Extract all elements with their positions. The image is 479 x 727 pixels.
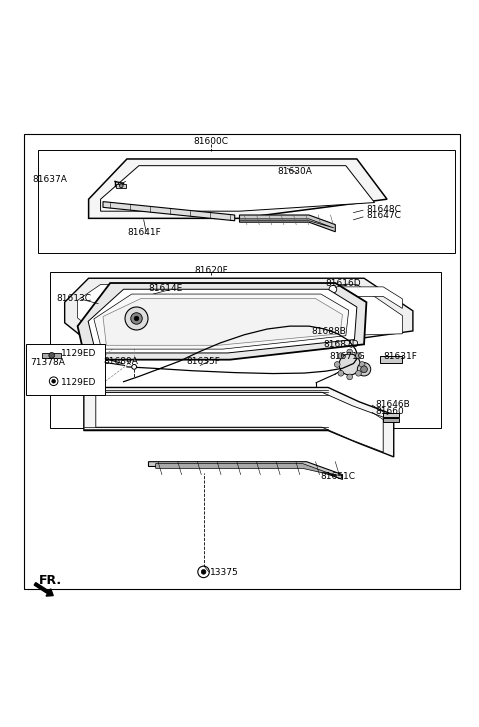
Circle shape (329, 286, 337, 293)
Polygon shape (383, 418, 399, 422)
Polygon shape (240, 219, 334, 228)
Circle shape (355, 353, 361, 358)
Polygon shape (96, 393, 383, 452)
Text: 81600C: 81600C (193, 137, 228, 146)
Circle shape (125, 307, 148, 330)
Polygon shape (156, 464, 337, 476)
Polygon shape (53, 387, 91, 391)
Bar (50, 273, 441, 428)
Circle shape (49, 353, 55, 358)
Text: 81647C: 81647C (366, 212, 401, 220)
Polygon shape (78, 284, 402, 336)
Polygon shape (103, 201, 235, 221)
Text: 1129ED: 1129ED (61, 350, 97, 358)
Polygon shape (383, 414, 399, 417)
Circle shape (334, 361, 340, 367)
Text: 81630A: 81630A (278, 167, 313, 177)
Text: 81613C: 81613C (57, 294, 91, 303)
Circle shape (198, 566, 209, 578)
Circle shape (52, 379, 56, 383)
Text: 81620F: 81620F (194, 265, 228, 275)
Polygon shape (103, 298, 342, 345)
Polygon shape (240, 215, 335, 232)
Polygon shape (148, 462, 342, 479)
Text: FR.: FR. (39, 574, 62, 587)
Circle shape (355, 370, 361, 376)
Circle shape (347, 374, 353, 379)
Polygon shape (88, 289, 357, 353)
Polygon shape (78, 283, 366, 360)
Text: 81635F: 81635F (187, 357, 221, 366)
Bar (116, 185, 126, 188)
Circle shape (119, 184, 123, 188)
Text: 81641F: 81641F (127, 228, 160, 237)
Circle shape (201, 569, 206, 574)
Bar (26, 345, 105, 395)
Text: 1129ED: 1129ED (61, 378, 97, 387)
Bar (42, 353, 61, 358)
Circle shape (132, 364, 137, 369)
Text: 81660: 81660 (375, 407, 404, 416)
Text: 71378A: 71378A (30, 358, 65, 367)
FancyArrow shape (34, 582, 53, 596)
Text: 81687D: 81687D (323, 340, 359, 349)
Text: 81671G: 81671G (330, 352, 365, 361)
Text: 81648C: 81648C (366, 205, 401, 214)
Polygon shape (84, 387, 394, 457)
Text: 81689A: 81689A (103, 357, 138, 366)
Circle shape (357, 363, 371, 376)
Text: 81631F: 81631F (383, 353, 417, 361)
Polygon shape (380, 356, 402, 363)
Text: 81637A: 81637A (33, 174, 68, 184)
Polygon shape (89, 159, 387, 218)
Text: 81616D: 81616D (326, 278, 361, 287)
Text: 81614E: 81614E (148, 284, 183, 293)
Circle shape (49, 377, 58, 385)
Bar (38, 150, 455, 253)
Circle shape (359, 361, 365, 367)
Circle shape (338, 370, 344, 376)
Text: 13375: 13375 (210, 569, 239, 577)
Text: 81646B: 81646B (375, 400, 410, 409)
Circle shape (131, 313, 142, 324)
Polygon shape (65, 278, 413, 342)
Circle shape (134, 316, 139, 321)
Circle shape (338, 353, 344, 358)
Text: 81651C: 81651C (320, 472, 355, 481)
Circle shape (361, 366, 367, 373)
Circle shape (347, 349, 353, 355)
Circle shape (339, 354, 360, 375)
Text: 81688B: 81688B (311, 327, 346, 337)
Polygon shape (311, 287, 402, 308)
Polygon shape (101, 166, 375, 211)
Polygon shape (94, 294, 349, 349)
